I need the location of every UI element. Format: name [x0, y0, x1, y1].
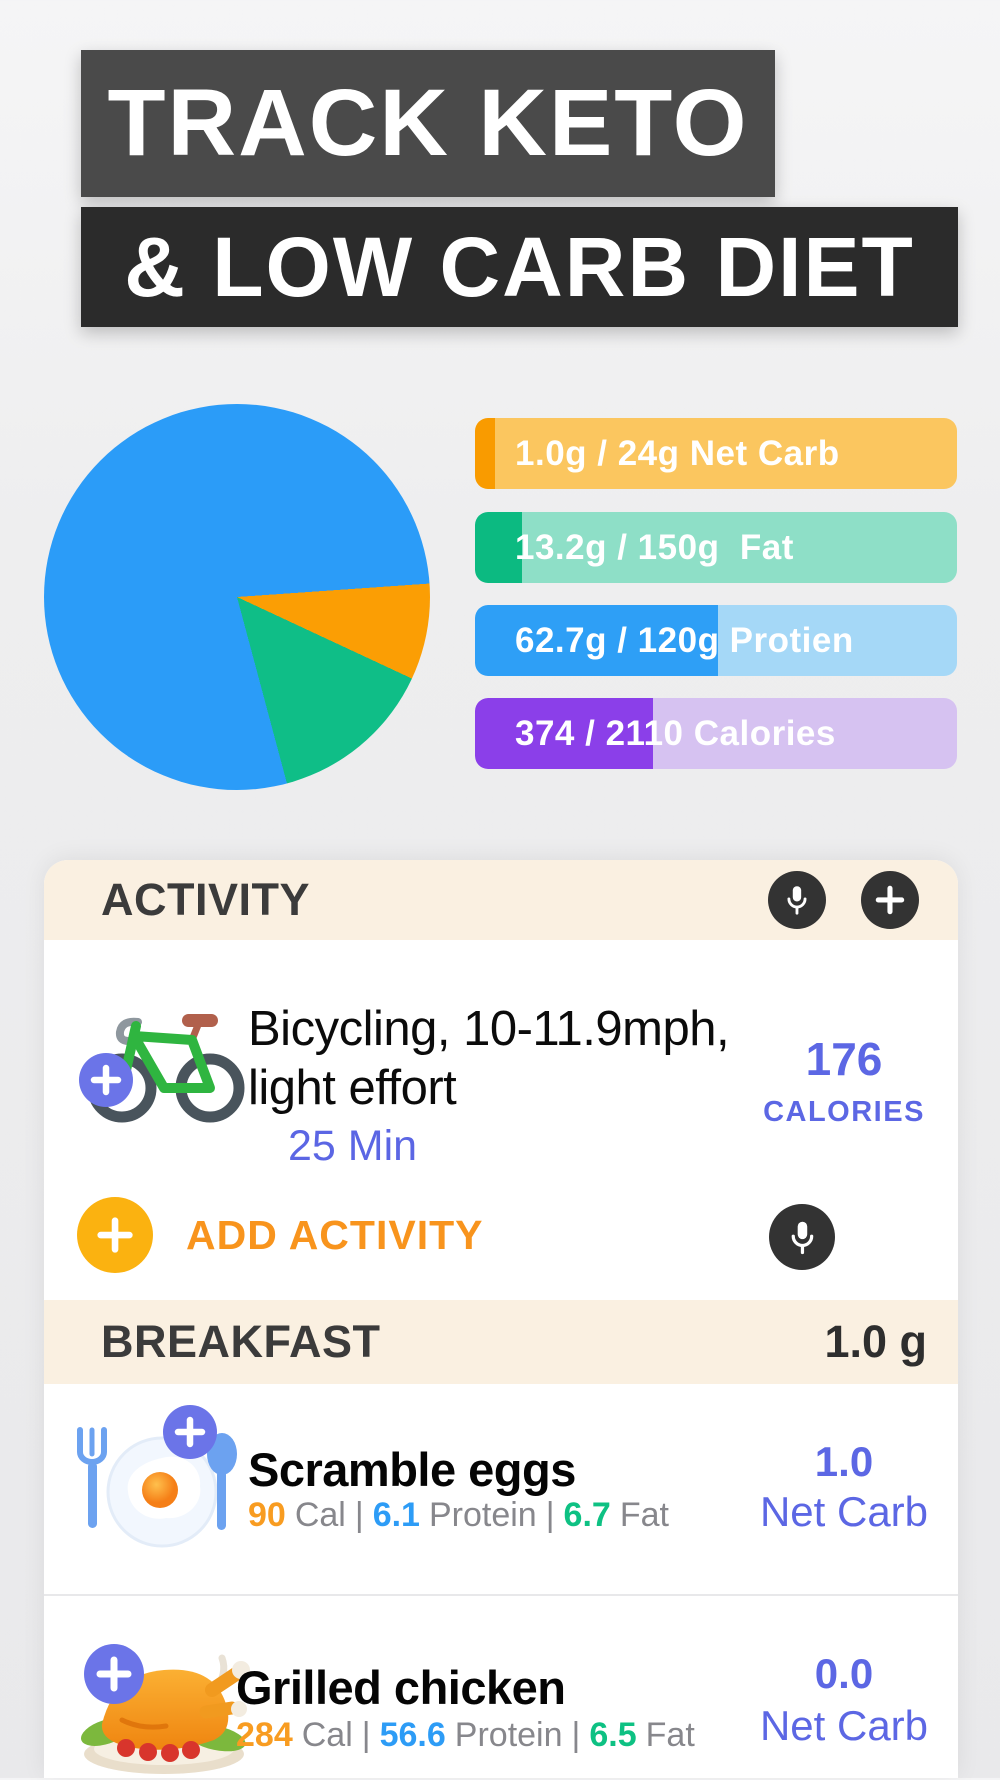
calories-progress-fill — [475, 698, 654, 769]
food-netcarb-label: Net Carb — [759, 1702, 929, 1749]
add-activity-label[interactable]: ADD ACTIVITY — [186, 1212, 484, 1258]
mic-icon — [791, 1221, 813, 1254]
netcarb-progress-fill — [475, 418, 496, 489]
separator: | — [545, 1496, 555, 1534]
food-calories-value: 284 — [236, 1716, 293, 1754]
calories-unit-label: Cal — [301, 1716, 353, 1754]
food-fat-value: 6.7 — [563, 1496, 611, 1534]
food-protein-value: 56.6 — [379, 1716, 446, 1754]
bicycle-icon — [79, 1014, 245, 1123]
activity-header-title: ACTIVITY — [101, 874, 311, 925]
hero-title-line2: & LOW CARB DIET — [124, 219, 915, 314]
activity-calories-label: CALORIES — [763, 1096, 925, 1128]
food-protein-value: 6.1 — [372, 1496, 420, 1534]
food-macros-line: 90 Cal | 6.1 Protein | 6.7 Fat — [248, 1496, 669, 1535]
fat-unit-label: Fat — [619, 1496, 669, 1534]
netcarb-progress-label: 1.0g / 24g Net Carb — [515, 434, 840, 473]
food-netcarb-value: 1.0 — [814, 1438, 874, 1485]
add-activity-voice-button[interactable] — [769, 1204, 835, 1270]
fat-progress-bar: 13.2g / 150g Fat — [475, 512, 957, 583]
calories-progress-bar: 374 / 2110 Calories — [475, 698, 957, 769]
fat-unit-label: Fat — [645, 1716, 695, 1754]
roast-chicken-icon — [80, 1644, 250, 1774]
add-activity-button[interactable] — [77, 1197, 153, 1273]
protein-progress-bar: 62.7g / 120g Protien — [475, 605, 957, 676]
macro-pie-chart — [44, 404, 430, 790]
protein-progress-fill — [475, 605, 719, 676]
hero-title-line1: TRACK KETO — [107, 70, 749, 176]
protein-progress-label: 62.7g / 120g Protien — [515, 621, 854, 660]
activity-section-header: ACTIVITY — [44, 860, 958, 940]
breakfast-total-carbs: 1.0 g — [824, 1316, 927, 1367]
summary-card: ACTIVITY Bicycling, 10 — [44, 860, 958, 1778]
food-netcarb-value: 0.0 — [814, 1650, 874, 1697]
calories-progress-label: 374 / 2110 Calories — [515, 714, 836, 753]
separator: | — [361, 1716, 371, 1754]
row-divider — [44, 1594, 958, 1596]
food-netcarb-label: Net Carb — [759, 1488, 929, 1535]
food-calories-value: 90 — [248, 1496, 286, 1534]
fat-progress-fill — [475, 512, 523, 583]
protein-unit-label: Protein — [454, 1716, 563, 1754]
netcarb-progress-bar: 1.0g / 24g Net Carb — [475, 418, 957, 489]
activity-quick-add-button[interactable] — [861, 871, 919, 929]
mic-icon — [787, 886, 807, 915]
hero-banner-line2: & LOW CARB DIET — [81, 207, 958, 327]
activity-item-name: Bicycling, 10-11.9mph, light effort — [248, 1002, 730, 1115]
separator: | — [571, 1716, 581, 1754]
plus-icon — [875, 885, 905, 915]
food-fat-value: 6.5 — [589, 1716, 637, 1754]
food-macros-line: 284 Cal | 56.6 Protein | 6.5 Fat — [236, 1716, 695, 1755]
food-name: Grilled chicken — [236, 1661, 566, 1714]
separator: | — [354, 1496, 364, 1534]
breakfast-header-title: BREAKFAST — [101, 1316, 381, 1367]
activity-calories-value: 176 — [805, 1033, 883, 1085]
fat-progress-label: 13.2g / 150g Fat — [515, 528, 794, 567]
activity-voice-button[interactable] — [768, 871, 826, 929]
protein-unit-label: Protein — [428, 1496, 537, 1534]
calories-unit-label: Cal — [294, 1496, 346, 1534]
hero-banner-line1: TRACK KETO — [81, 50, 775, 197]
activity-item-duration: 25 Min — [288, 1122, 418, 1170]
fried-egg-plate-icon — [77, 1405, 237, 1548]
food-name: Scramble eggs — [248, 1443, 576, 1496]
breakfast-section-header: BREAKFAST 1.0 g — [44, 1300, 958, 1384]
plus-icon — [97, 1217, 133, 1253]
